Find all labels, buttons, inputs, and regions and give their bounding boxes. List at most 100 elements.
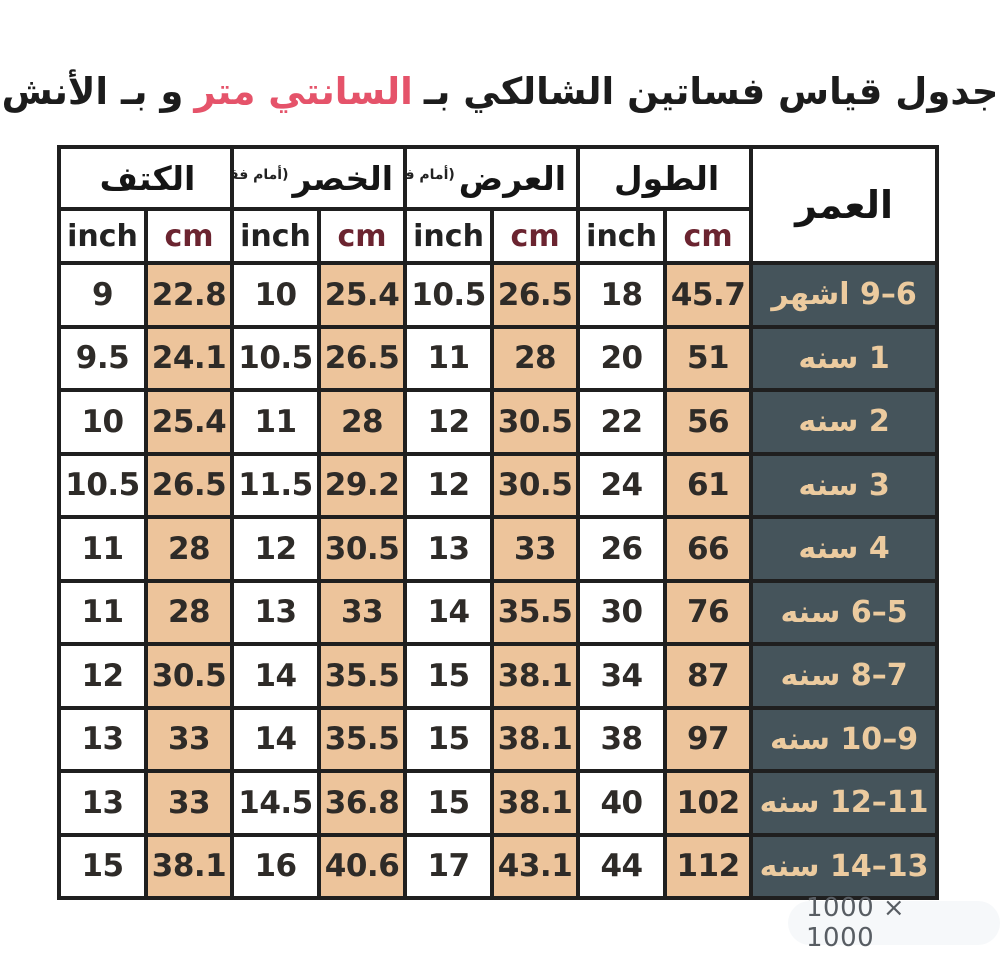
waist-cm-cell: 29.2	[317, 451, 408, 519]
length-inch-cell: 26	[576, 515, 668, 583]
width-cm-cell: 43.1	[490, 832, 581, 900]
shoulder-inch-cell: 10.5	[56, 451, 149, 519]
width-cm-cell: 28	[490, 324, 581, 392]
table-row-5-6-years: 5–6 سنه 76 30 35.5 14 33 13 28 11	[56, 578, 940, 646]
cm-label: cm	[683, 218, 733, 254]
shoulder-inch-cell: 10	[56, 388, 149, 456]
width-inch-cell: 17	[403, 832, 495, 900]
shoulder-cm-cell: 22.8	[144, 261, 235, 329]
waist-cm-cell: 26.5	[317, 324, 408, 392]
shoulder-inch-cell: 9.5	[56, 324, 149, 392]
length-cm-cell: 87	[663, 642, 754, 710]
width-cm-cell: 33	[490, 515, 581, 583]
length-inch-cell: 44	[576, 832, 668, 900]
length-cm-cell: 102	[663, 769, 754, 837]
shoulder-inch-cell: 13	[56, 705, 149, 773]
table-row-4-years: 4 سنه 66 26 33 13 30.5 12 28 11	[56, 515, 940, 583]
waist-inch-cell: 13	[230, 578, 322, 646]
shoulder-cm-cell: 38.1	[144, 832, 235, 900]
waist-inch-header: inch	[230, 207, 322, 265]
waist-inch-cell: 14	[230, 705, 322, 773]
length-cm-cell: 112	[663, 832, 754, 900]
length-inch-cell: 30	[576, 578, 668, 646]
width-label: العرض	[458, 158, 567, 198]
age-cell: 6–9 اشهر	[749, 261, 940, 329]
waist-inch-cell: 10.5	[230, 324, 322, 392]
cm-label: cm	[337, 218, 387, 254]
waist-cm-cell: 30.5	[317, 515, 408, 583]
length-cm-header: cm	[663, 207, 754, 265]
title-suffix: و بـ الأنش	[1, 70, 184, 113]
age-cell: 2 سنه	[749, 388, 940, 456]
shoulder-inch-cell: 13	[56, 769, 149, 837]
width-inch-cell: 11	[403, 324, 495, 392]
shoulder-label: الكتف	[99, 158, 196, 198]
waist-cm-cell: 36.8	[317, 769, 408, 837]
width-cm-cell: 38.1	[490, 642, 581, 710]
unit-header-row: cm inch cm inch cm inch cm inch	[56, 207, 937, 265]
waist-note: (أمام فقط)	[236, 167, 289, 183]
length-cm-cell: 56	[663, 388, 754, 456]
shoulder-column-header: الكتف	[56, 145, 235, 211]
group-header-row: العمر الطول العرض(أمام فقط) الخصر(أمام ف…	[56, 145, 940, 265]
width-inch-cell: 13	[403, 515, 495, 583]
table-row-11-12-years: 11–12 سنه 102 40 38.1 15 36.8 14.5 33 13	[56, 769, 940, 837]
width-inch-cell: 14	[403, 578, 495, 646]
waist-inch-cell: 16	[230, 832, 322, 900]
shoulder-inch-cell: 9	[56, 261, 149, 329]
waist-inch-cell: 14.5	[230, 769, 322, 837]
waist-inch-cell: 10	[230, 261, 322, 329]
width-inch-cell: 15	[403, 769, 495, 837]
length-cm-cell: 45.7	[663, 261, 754, 329]
waist-inch-cell: 14	[230, 642, 322, 710]
waist-cm-cell: 33	[317, 578, 408, 646]
shoulder-inch-cell: 11	[56, 515, 149, 583]
width-cm-cell: 35.5	[490, 578, 581, 646]
shoulder-cm-cell: 28	[144, 515, 235, 583]
width-cm-cell: 38.1	[490, 705, 581, 773]
length-cm-cell: 61	[663, 451, 754, 519]
waist-cm-cell: 35.5	[317, 705, 408, 773]
width-cm-header: cm	[490, 207, 581, 265]
length-cm-cell: 66	[663, 515, 754, 583]
width-inch-header: inch	[403, 207, 495, 265]
width-cm-cell: 38.1	[490, 769, 581, 837]
shoulder-cm-cell: 25.4	[144, 388, 235, 456]
title-highlight: السانتي متر	[194, 70, 413, 113]
age-cell: 4 سنه	[749, 515, 940, 583]
waist-inch-cell: 12	[230, 515, 322, 583]
age-cell: 3 سنه	[749, 451, 940, 519]
shoulder-inch-cell: 12	[56, 642, 149, 710]
length-cm-cell: 51	[663, 324, 754, 392]
shoulder-inch-cell: 15	[56, 832, 149, 900]
title-prefix: جدول قياس فساتين الشالكي بـ	[423, 70, 999, 113]
table-row-13-14-years: 13–14 سنه 112 44 43.1 17 40.6 16 38.1 15	[56, 832, 940, 900]
cm-label: cm	[510, 218, 560, 254]
width-inch-cell: 15	[403, 642, 495, 710]
length-cm-cell: 97	[663, 705, 754, 773]
width-note: (أمام فقط)	[405, 167, 455, 183]
age-cell: 11–12 سنه	[749, 769, 940, 837]
width-inch-cell: 15	[403, 705, 495, 773]
waist-cm-cell: 40.6	[317, 832, 408, 900]
shoulder-cm-cell: 33	[144, 769, 235, 837]
width-inch-cell: 12	[403, 451, 495, 519]
length-inch-cell: 20	[576, 324, 668, 392]
waist-label: الخصر	[292, 158, 394, 198]
age-cell: 9–10 سنه	[749, 705, 940, 773]
shoulder-cm-header: cm	[144, 207, 235, 265]
width-inch-cell: 12	[403, 388, 495, 456]
length-inch-header: inch	[576, 207, 668, 265]
table-row-3-years: 3 سنه 61 24 30.5 12 29.2 11.5 26.5 10.5	[56, 451, 940, 519]
shoulder-inch-cell: 11	[56, 578, 149, 646]
width-cm-cell: 26.5	[490, 261, 581, 329]
table-row-6-9-months: 6–9 اشهر 45.7 18 26.5 10.5 25.4 10 22.8 …	[56, 261, 940, 329]
shoulder-inch-header: inch	[56, 207, 149, 265]
shoulder-cm-cell: 30.5	[144, 642, 235, 710]
cm-label: cm	[164, 218, 214, 254]
length-cm-cell: 76	[663, 578, 754, 646]
table-row-1-year: 1 سنه 51 20 28 11 26.5 10.5 24.1 9.5	[56, 324, 940, 392]
waist-inch-cell: 11.5	[230, 451, 322, 519]
size-chart-table: العمر الطول العرض(أمام فقط) الخصر(أمام ف…	[56, 145, 940, 900]
shoulder-cm-cell: 33	[144, 705, 235, 773]
